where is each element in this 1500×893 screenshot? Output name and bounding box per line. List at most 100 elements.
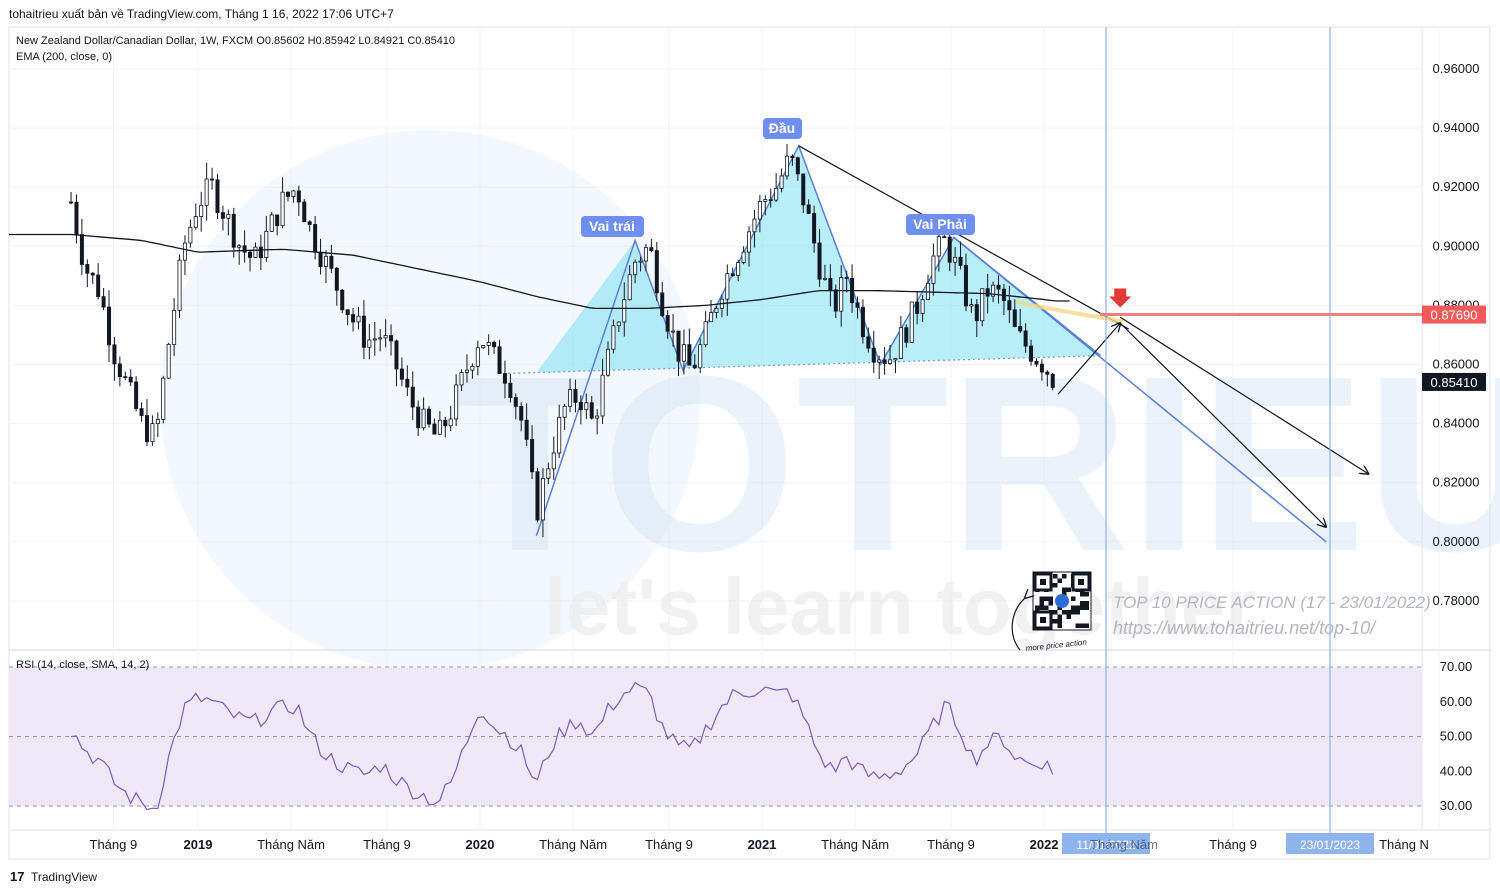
candle-body [1034, 360, 1039, 365]
candle-body [741, 251, 746, 263]
rsi-title[interactable]: RSI (14, close, SMA, 14, 2) [16, 659, 149, 671]
candle-body [920, 299, 925, 314]
qr-module [1057, 605, 1062, 610]
candle-body [752, 218, 757, 233]
qr-module [1062, 574, 1067, 579]
candle-body [958, 256, 963, 266]
candle-body [204, 178, 209, 206]
ema-200-line [9, 233, 1070, 310]
tradingview-logo[interactable]: 17 TradingView [10, 869, 97, 884]
candle-body [654, 250, 659, 294]
candle-body [291, 190, 296, 197]
candle-body [345, 309, 350, 316]
rsi-tick-label: 50.00 [1440, 729, 1473, 744]
candle-body [128, 376, 133, 383]
projection-arrow[interactable] [1119, 316, 1368, 474]
svg-text:Tháng Năm: Tháng Năm [1090, 837, 1158, 852]
resistance-trendline[interactable] [798, 145, 1129, 330]
candle-body [351, 314, 356, 323]
qr-module [1071, 605, 1076, 610]
candle-body [736, 262, 741, 276]
right-shoulder-label[interactable]: Vai Phải [906, 214, 975, 235]
candle-body [947, 236, 952, 263]
target-price-badge: 0.87690 [1422, 305, 1486, 324]
candle-body [519, 405, 524, 421]
price-axis[interactable]: 0.960000.940000.920000.900000.880000.860… [1433, 61, 1480, 608]
candlestick-series [69, 143, 1055, 538]
candle-body [372, 338, 377, 341]
candle-body [74, 201, 79, 235]
candle-body [182, 242, 187, 261]
candle-body [334, 267, 339, 291]
projection-arrow[interactable] [1119, 322, 1326, 527]
rsi-axis: 70.00 60.00 50.00 40.00 30.00 [1440, 659, 1473, 813]
tradingview-logo-icon: 17 [10, 869, 24, 884]
candle-body [747, 231, 752, 253]
neckline[interactable] [508, 354, 1101, 375]
symbol-line[interactable]: New Zealand Dollar/Canadian Dollar, 1W, … [16, 35, 455, 47]
qr-module [1080, 592, 1085, 597]
range-start-badge: 11/01/2022 Tháng Năm [1062, 833, 1158, 854]
qr-module [1048, 596, 1053, 601]
qr-module [1048, 601, 1053, 606]
left-shoulder-label[interactable]: Vai trái [581, 216, 644, 237]
candle-body [915, 301, 920, 314]
candle-body [1007, 300, 1012, 311]
candle-body [280, 191, 285, 227]
candle-body [622, 299, 627, 323]
candle-body [638, 260, 643, 263]
candle-body [448, 418, 453, 427]
candle-body [264, 230, 269, 259]
candle-body [616, 321, 621, 327]
qr-module [1053, 583, 1058, 588]
candle-body [486, 341, 491, 346]
candle-body [502, 373, 507, 384]
candle-body [969, 304, 974, 307]
qr-module [1053, 610, 1058, 615]
candle-body [833, 289, 838, 312]
promo-url[interactable]: https://www.tohaitrieu.net/top-10/ [1113, 618, 1377, 638]
candle-body [1045, 371, 1050, 375]
svg-text:11/01/2022: 11/01/2022 [1076, 838, 1135, 852]
candle-body [1012, 309, 1017, 327]
candle-body [681, 344, 686, 362]
candle-body [275, 214, 280, 227]
candle-body [893, 358, 898, 361]
candle-body [904, 327, 909, 343]
candle-body [877, 359, 882, 363]
time-axis[interactable]: Tháng 9 2019 Tháng Năm Tháng 9 2020 Tháng Năm… [90, 837, 1429, 852]
projection-arrow[interactable] [1057, 323, 1120, 395]
head-label[interactable]: Đầu [763, 118, 802, 139]
qr-module [1075, 623, 1080, 628]
candle-body [210, 178, 215, 181]
qr-module [1053, 574, 1058, 579]
qr-code[interactable] [1032, 571, 1092, 631]
qr-module [1057, 623, 1062, 628]
candle-body [855, 302, 860, 308]
candle-body [492, 341, 497, 348]
candle-body [231, 213, 236, 248]
candle-body [779, 175, 784, 189]
candle-body [806, 204, 811, 214]
candle-body [600, 374, 605, 417]
rsi-levels [9, 666, 1422, 807]
qr-module [1084, 623, 1089, 628]
candle-body [248, 251, 253, 258]
qr-module [1039, 596, 1044, 601]
candle-body [698, 344, 703, 369]
pattern-projection-line[interactable] [953, 236, 1327, 543]
candle-body [101, 296, 106, 308]
drawing-tools[interactable] [798, 145, 1369, 527]
publisher-line: tohaitrieu xuất bản về TradingView.com, … [9, 7, 394, 21]
candle-body [177, 259, 182, 311]
candle-body [307, 221, 312, 225]
candle-body [340, 289, 345, 311]
candle-body [237, 245, 242, 248]
price-tick-label: 0.90000 [1433, 238, 1480, 253]
price-tick-label: 0.78000 [1433, 593, 1480, 608]
qr-module [1071, 610, 1076, 615]
indicator-line[interactable]: EMA (200, close, 0) [16, 51, 112, 63]
svg-text:Vai trái: Vai trái [589, 218, 635, 234]
price-tick-label: 0.82000 [1433, 475, 1480, 490]
candle-body [199, 204, 204, 217]
